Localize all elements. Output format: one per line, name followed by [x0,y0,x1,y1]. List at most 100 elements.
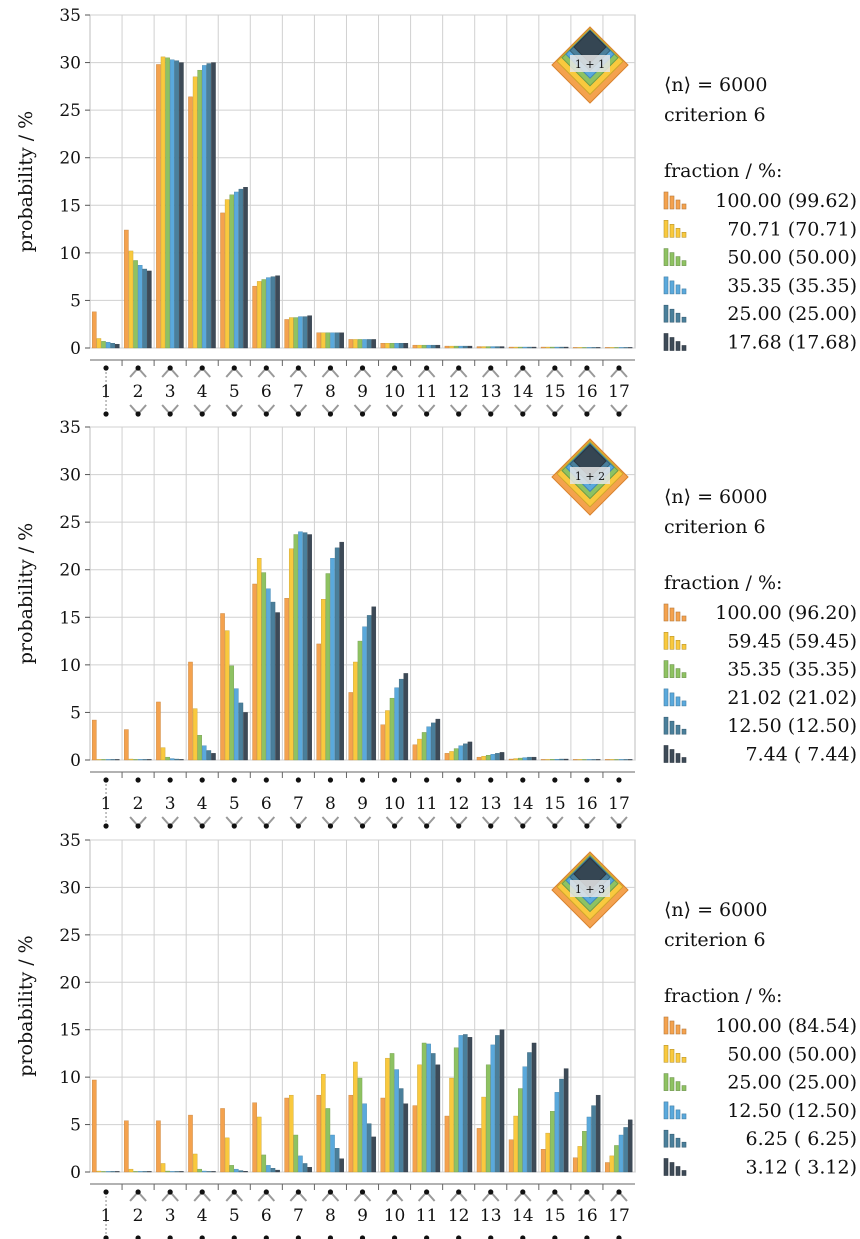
x-tick-label: 1 [101,794,112,814]
bar [353,661,358,761]
bar [270,601,276,761]
bar [421,344,427,349]
bar [481,755,486,761]
y-axis-label: probability / % [15,523,37,664]
x-tick-label: 8 [325,794,336,814]
topology-dot-bottom [295,411,301,417]
topology-dot-bottom [552,1235,558,1239]
topology-dot-bottom [263,1235,269,1239]
x-tick-label: 3 [165,794,176,814]
y-tick-label: 20 [59,973,81,993]
legend-entry: 50.00 (50.00) [727,247,857,269]
bar [307,1167,312,1173]
bar [211,1171,216,1173]
topology-dot-top [231,777,237,783]
bar [485,1064,491,1173]
legend-swatch-bar [681,345,687,351]
bar [559,758,564,761]
bar [572,1157,578,1173]
bar [330,332,335,349]
topology-dot-top [263,365,269,371]
bar [467,741,473,761]
bar [238,188,244,349]
bar [417,738,422,761]
bar [124,229,129,349]
topology-dot-top [456,777,462,783]
topology-dot-bottom [167,1235,173,1239]
y-tick-label: 10 [59,656,81,676]
bar [101,759,106,761]
topology-dot-top [135,1189,141,1195]
legend-swatch-bar [681,1057,687,1063]
bar [348,339,354,349]
bar [156,1120,161,1173]
mean-label: ⟨n⟩ = 6000 [664,899,767,921]
bar [275,275,280,349]
bar [518,757,523,761]
bar [380,343,386,349]
bar [298,316,303,349]
bar [545,759,550,761]
bar [490,1044,496,1173]
x-tick-label: 12 [448,794,470,814]
legend-entry: 7.44 ( 7.44) [745,744,857,766]
x-tick-label: 10 [384,794,406,814]
badge-label: 1 + 3 [575,883,605,896]
topology-dot-bottom [488,823,494,829]
bar [453,748,459,761]
topology-dot-top [199,365,205,371]
bar [110,759,115,761]
bar [609,347,615,349]
x-tick-label: 8 [325,382,336,402]
bar [449,751,454,761]
bar [256,1116,262,1173]
topology-dot-bottom [359,823,366,829]
bar [604,759,610,761]
bar [522,1066,528,1173]
x-tick-label: 17 [608,382,630,402]
legend-swatch-bar [675,611,681,622]
bar [458,345,464,349]
legend-swatch-bar [681,260,687,266]
bar [92,719,97,761]
topology-dot-top [263,777,269,783]
bar [147,759,152,761]
bar [417,1064,422,1173]
topology-dot-top [456,1189,462,1195]
bar [243,1171,248,1173]
bar [394,343,399,349]
legend-swatch-bar [681,1113,687,1120]
legend-swatch-bar [663,688,669,707]
bar [490,346,496,349]
bar [325,332,331,349]
bar [531,346,537,349]
bar [110,343,115,349]
legend-swatch-bar [675,1024,681,1035]
bar [458,745,464,761]
y-tick-label: 30 [59,466,81,486]
bar [115,1171,120,1173]
legend-swatch-bar [669,1049,675,1063]
topology-dot-bottom [199,411,205,417]
y-tick-label: 35 [59,6,81,26]
topology-dot-bottom [327,823,334,829]
legend-swatch-bar [675,1166,681,1176]
legend-swatch-bar [675,312,681,323]
legend-entry: 100.00 (96.20) [715,602,857,624]
bar [577,759,583,761]
bar [288,548,294,761]
bar [550,346,555,349]
bar [453,1047,459,1173]
bar [476,756,482,761]
bar [293,317,299,349]
bar [357,1077,363,1173]
bar [234,1168,239,1173]
bar [325,1108,331,1173]
bar [133,260,138,349]
y-tick-label: 0 [70,339,81,359]
legend-swatch-bar [663,1045,669,1063]
x-tick-label: 10 [384,1206,406,1226]
topology-dot-top [584,777,590,783]
topology-dot-bottom [391,823,398,829]
